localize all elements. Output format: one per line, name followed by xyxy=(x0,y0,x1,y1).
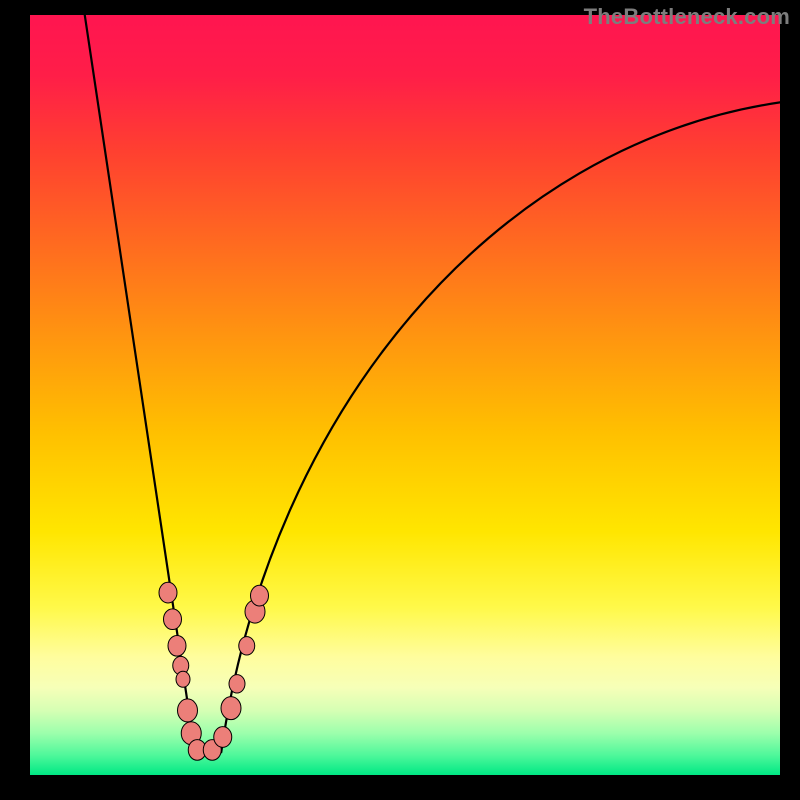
data-bead xyxy=(221,697,241,720)
data-bead xyxy=(168,635,186,656)
chart-frame: TheBottleneck.com xyxy=(0,0,800,800)
data-bead xyxy=(178,699,198,722)
data-bead xyxy=(229,675,245,693)
data-bead xyxy=(214,727,232,748)
plot-area xyxy=(30,15,780,775)
watermark-text: TheBottleneck.com xyxy=(584,4,790,30)
data-bead xyxy=(159,582,177,603)
chart-svg xyxy=(30,15,780,775)
data-bead xyxy=(176,671,190,687)
data-bead xyxy=(239,637,255,655)
data-bead xyxy=(164,609,182,630)
data-bead xyxy=(251,585,269,606)
